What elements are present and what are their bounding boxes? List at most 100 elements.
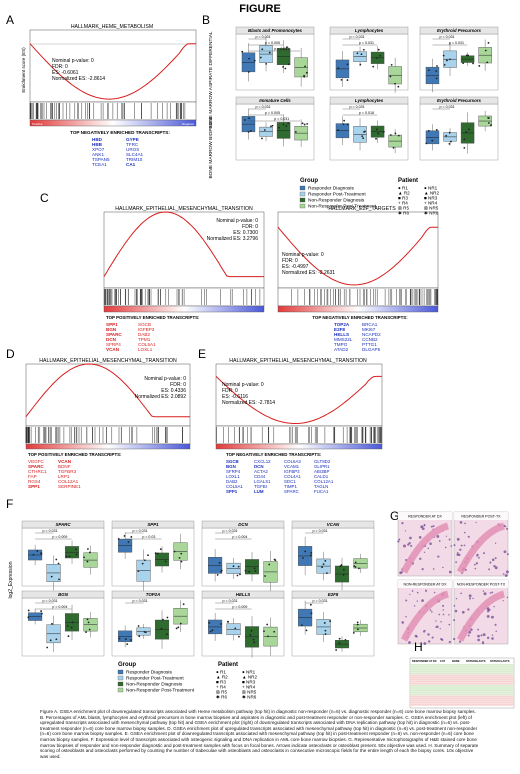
p-value: p = 0.031 xyxy=(133,529,148,533)
point xyxy=(309,554,312,557)
point xyxy=(304,65,306,68)
panel-b-ylabel-bottom: BONE MARROW BIOPSIES xyxy=(208,117,214,178)
cell xyxy=(438,540,441,542)
point xyxy=(344,638,347,641)
transcript: HBD xyxy=(92,137,103,142)
p-value: p = 0.031 xyxy=(274,47,289,51)
cell xyxy=(421,599,424,603)
point xyxy=(144,631,147,634)
subplot-strip xyxy=(201,590,285,599)
legend-patient: + NR4 xyxy=(424,201,438,206)
panel-e-title: HALLMARK_EPITHELIAL_MESENCHYMAL_TRANSITI… xyxy=(229,358,367,364)
legend-patients: ● R1▲ R2■ R3+ R4⊠ R5✱ R6 ● NR1▲ NR2■ NR3+… xyxy=(216,670,257,700)
subplot-strip xyxy=(329,96,409,105)
point xyxy=(41,612,43,615)
cell xyxy=(442,609,444,611)
panel-e-curve xyxy=(215,375,382,424)
micrograph-label: NON-RESPONDER POST-TX xyxy=(457,583,506,587)
point xyxy=(32,553,35,556)
point xyxy=(241,50,244,53)
cell xyxy=(448,570,452,574)
transcript: FAP xyxy=(28,474,37,479)
panel-d-hits xyxy=(25,427,183,443)
point xyxy=(436,65,438,67)
point xyxy=(75,553,78,556)
p-value: p = 0.031 xyxy=(274,117,289,121)
legend-label: Responder Post-Treatment xyxy=(308,192,366,198)
cell xyxy=(455,561,458,564)
subplot-strip xyxy=(329,26,409,35)
legend-swatch xyxy=(117,687,124,693)
point xyxy=(463,146,466,149)
cell xyxy=(398,538,401,541)
point xyxy=(472,62,474,65)
stat: Nominal p-value: 0 xyxy=(216,218,258,224)
cell xyxy=(491,637,494,640)
subplot-title: Blasts and Promonocytes xyxy=(248,28,302,33)
point xyxy=(357,628,359,631)
point xyxy=(88,628,91,631)
legend-patient: ✱ NR6 xyxy=(242,695,257,700)
point xyxy=(270,125,272,128)
point xyxy=(303,123,306,126)
cell xyxy=(461,610,465,614)
subplot-title: DCN xyxy=(238,522,248,527)
legend-patient: ▲ R2 xyxy=(398,191,410,196)
cell xyxy=(432,525,435,528)
point xyxy=(156,552,159,555)
transcript: LOXL1 xyxy=(226,474,240,479)
point xyxy=(300,624,303,627)
transcript: ACTA2 xyxy=(254,469,268,474)
point xyxy=(87,548,89,550)
point xyxy=(487,122,490,124)
point xyxy=(304,550,307,553)
cell xyxy=(460,592,462,595)
table-row xyxy=(410,685,514,687)
panel-a-hits xyxy=(29,103,186,119)
transcript: LUM xyxy=(254,489,264,494)
p-value: p = 0.031 xyxy=(359,41,374,45)
table-row xyxy=(410,701,514,704)
subplot-strip xyxy=(21,520,105,529)
point xyxy=(71,621,74,624)
point xyxy=(372,65,375,68)
point xyxy=(346,79,349,81)
point xyxy=(352,631,355,634)
point xyxy=(253,567,256,570)
transcript: BGN xyxy=(226,464,236,469)
cell xyxy=(405,615,407,618)
point xyxy=(305,629,308,632)
point xyxy=(126,643,129,646)
cell xyxy=(502,573,505,575)
legend-swatch xyxy=(117,669,124,675)
transcript: COL4A1 xyxy=(284,474,301,479)
cell xyxy=(448,640,451,644)
cell xyxy=(433,591,436,594)
bone-trabecula xyxy=(456,522,506,574)
point xyxy=(248,570,251,573)
point xyxy=(253,59,256,62)
p-value: p = 0.031 xyxy=(440,35,455,39)
subplot-strip xyxy=(419,26,499,35)
point xyxy=(337,67,340,70)
point xyxy=(75,548,78,551)
cell xyxy=(435,626,437,628)
panel-h-letter: H xyxy=(414,640,423,654)
point xyxy=(83,556,85,559)
point xyxy=(211,629,214,632)
point xyxy=(249,633,252,636)
point xyxy=(137,625,140,627)
transcript: SGCB xyxy=(226,459,239,464)
point xyxy=(487,117,490,119)
cell xyxy=(472,597,474,600)
legend-label: Responder Diagnosis xyxy=(126,670,172,676)
panel-c-right-transcripts-title: TOP NEGATIVELY ENRICHED TRANSCRIPTS: xyxy=(312,315,408,320)
point xyxy=(88,551,91,554)
point xyxy=(287,122,290,125)
transcript: TGFBR3 xyxy=(58,469,77,474)
cell xyxy=(442,566,444,569)
